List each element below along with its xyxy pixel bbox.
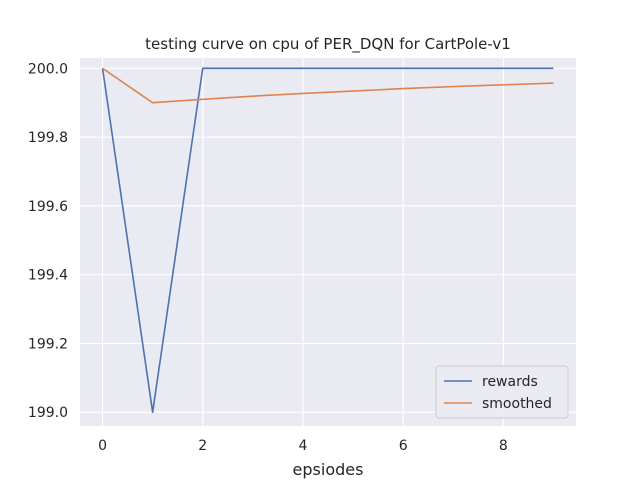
series-lines [101, 67, 554, 414]
y-tick-label: 199.4 [28, 268, 68, 284]
legend: rewards smoothed [435, 365, 569, 419]
y-tick-label: 199.6 [28, 199, 68, 215]
y-tick-label: 200.0 [28, 61, 68, 77]
plot-area [80, 58, 576, 426]
x-tick-label: 2 [198, 438, 207, 454]
y-tick-label: 199.0 [28, 405, 68, 421]
legend-label-smoothed: smoothed [482, 396, 552, 412]
series-line-smoothed [102, 67, 554, 104]
x-tick-label: 4 [298, 438, 307, 454]
x-tick-label: 6 [399, 438, 408, 454]
y-tick-label: 199.2 [28, 336, 68, 352]
legend-box [435, 365, 569, 419]
x-tick-label: 0 [98, 438, 107, 454]
legend-label-rewards: rewards [482, 374, 538, 390]
x-axis-label: epsiodes [293, 460, 364, 479]
tick-labels: 0 2 4 6 8 199.0 199.2 199.4 199.6 199.8 200.0 [28, 61, 508, 454]
chart-title: testing curve on cpu of PER_DQN for Cart… [145, 35, 511, 54]
x-tick-label: 8 [499, 438, 508, 454]
series-line-rewards [101, 67, 554, 414]
y-tick-label: 199.8 [28, 130, 68, 146]
